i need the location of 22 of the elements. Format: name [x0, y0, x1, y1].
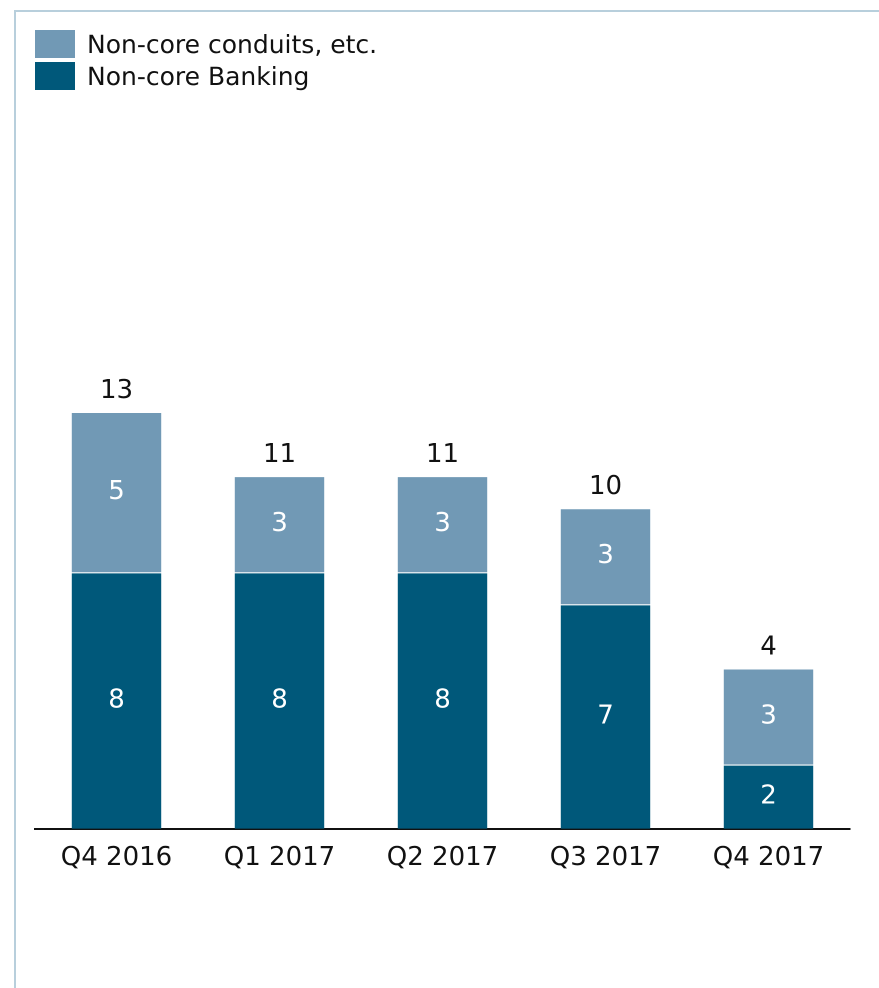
data-label: 3: [597, 540, 614, 570]
x-tick-label: Q3 2017: [550, 842, 662, 872]
data-label: 7: [597, 700, 614, 730]
total-label: 11: [426, 438, 460, 469]
legend-label: Non-core Banking: [87, 62, 310, 90]
x-tick-label: Q1 2017: [224, 842, 336, 872]
total-label: 13: [100, 374, 134, 405]
data-label: 8: [271, 684, 288, 714]
legend-label: Non-core conduits, etc.: [87, 30, 378, 58]
data-label: 8: [108, 684, 125, 714]
total-label: 10: [588, 470, 622, 501]
x-tick-label: Q2 2017: [386, 842, 498, 872]
x-tick-label: Q4 2016: [60, 842, 172, 872]
x-tick-label: Q4 2017: [712, 842, 824, 872]
data-label: 2: [760, 780, 777, 810]
total-label: 4: [760, 631, 777, 662]
data-label: 3: [760, 700, 777, 730]
data-label: 5: [108, 476, 125, 506]
data-label: 8: [434, 684, 451, 714]
data-label: 3: [271, 508, 288, 538]
data-label: 3: [434, 508, 451, 538]
total-label: 11: [262, 438, 296, 469]
